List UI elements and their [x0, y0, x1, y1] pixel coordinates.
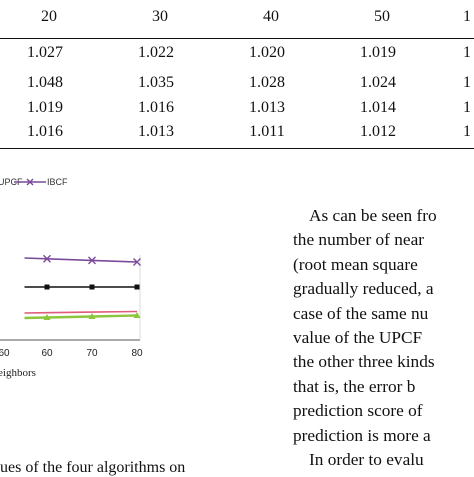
table-cell: 1.048 [27, 74, 63, 91]
paragraph-line: In order to evalu [309, 449, 424, 469]
paragraph-line: prediction is more a [293, 425, 431, 445]
table-cell: 1.028 [249, 74, 285, 91]
table-header-cell: 50 [374, 8, 390, 25]
table-cell: 1.016 [138, 99, 174, 116]
series-marker [43, 254, 51, 263]
legend-marker-ibcf [26, 178, 34, 186]
table-cell: 1.014 [360, 99, 396, 116]
table-cell: 1.012 [360, 123, 396, 140]
series-marker [89, 284, 95, 290]
series-line [24, 314, 138, 320]
table-cell: 1.016 [27, 123, 63, 140]
line-chart: UPCF IBCF 60 60 70 80 eighbors [0, 177, 143, 379]
series-line [24, 310, 138, 314]
paragraph-line: gradually reduced, a [293, 279, 434, 299]
paragraph-line: that is, the error b [293, 376, 416, 396]
table-header-cell: 30 [152, 8, 168, 25]
series-marker [133, 258, 141, 266]
paragraph-line: the number of near [293, 230, 424, 250]
legend-label-upcf: UPCF [0, 177, 23, 187]
table-cell: 1 [463, 44, 471, 61]
table-cell: 1 [463, 123, 471, 140]
series-marker [88, 313, 96, 319]
paragraph-line: prediction score of [293, 401, 423, 421]
table-cell: 1.027 [27, 44, 63, 61]
series-marker [134, 284, 140, 290]
table-cell: 1.019 [27, 99, 63, 116]
table-cell: 1.024 [360, 74, 396, 91]
table-cell: 1.020 [249, 44, 285, 61]
legend-label-ibcf: IBCF [47, 177, 68, 187]
x-tick-label: 70 [86, 348, 98, 359]
series-line [24, 257, 138, 263]
series-marker [44, 284, 50, 290]
series-marker [88, 256, 96, 265]
table-cell: 1.019 [360, 44, 396, 61]
series-layer [24, 254, 141, 320]
paragraph-line: case of the same nu [293, 303, 429, 323]
table-cell: 1.013 [138, 123, 174, 140]
paragraph-line: As can be seen fro [309, 206, 437, 225]
series-marker [43, 314, 51, 320]
table-cell: 1.022 [138, 44, 174, 61]
figure-caption: ues of the four algorithms on [0, 459, 186, 476]
paragraph-line: (root mean square [293, 254, 418, 274]
results-table: 20 30 40 50 1 1.027 1.022 1.020 1.019 1 … [0, 0, 474, 160]
table-header-cell: 40 [263, 8, 279, 25]
table-header-cell: 1 [463, 8, 471, 25]
paragraph-line: the other three kinds [293, 352, 435, 372]
body-paragraph: As can be seen fro the number of near (r… [293, 204, 474, 472]
x-tick-label: 60 [0, 348, 10, 359]
x-tick-label: 80 [131, 348, 143, 359]
series-marker [133, 312, 141, 318]
x-axis-label: eighbors [0, 367, 36, 379]
table-cell: 1.035 [138, 74, 174, 91]
paragraph-line: value of the UPCF [293, 327, 423, 347]
table-rule-top [0, 38, 474, 39]
table-cell: 1 [463, 99, 471, 116]
table-header-cell: 20 [41, 8, 57, 25]
table-cell: 1.011 [249, 123, 285, 140]
table-rule-bottom [0, 148, 474, 149]
table-cell: 1 [463, 74, 471, 91]
table-cell: 1.013 [249, 99, 285, 116]
x-tick-label: 60 [41, 348, 53, 359]
